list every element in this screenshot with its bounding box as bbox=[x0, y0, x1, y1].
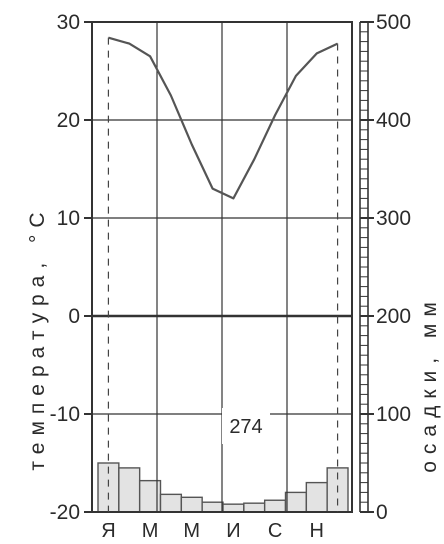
left-tick-label: -10 bbox=[50, 403, 80, 426]
precip-bar-5 bbox=[180, 496, 203, 513]
left-tick-label: 30 bbox=[57, 11, 80, 34]
annotation-box bbox=[222, 408, 270, 444]
precip-bar-4 bbox=[159, 493, 183, 513]
left-tick-label: -20 bbox=[50, 501, 80, 524]
right-tick-label: 0 bbox=[376, 501, 388, 524]
left-tick-label: 10 bbox=[57, 207, 80, 230]
left-tick-label: 20 bbox=[57, 109, 80, 132]
precip-bar-10 bbox=[284, 491, 308, 513]
right-tick-label: 200 bbox=[376, 305, 411, 328]
right-tick-label: 500 bbox=[376, 11, 411, 34]
month-label: М bbox=[183, 520, 200, 542]
right-axis-ticks: 500 400 300 200 100 0 bbox=[359, 11, 411, 524]
annotation-value: 274 bbox=[229, 416, 262, 438]
precip-bar-8 bbox=[243, 502, 266, 513]
right-tick-label: 100 bbox=[376, 403, 411, 426]
right-tick-label: 400 bbox=[376, 109, 411, 132]
grid bbox=[91, 21, 353, 513]
temperature-series bbox=[108, 36, 339, 200]
precip-bar-11 bbox=[305, 481, 328, 513]
precip-bar-6 bbox=[201, 501, 224, 513]
month-label: Н bbox=[310, 520, 324, 542]
month-label: С bbox=[268, 520, 282, 542]
left-tick-label: 0 bbox=[68, 305, 80, 328]
month-label: И bbox=[226, 520, 240, 542]
right-tick-label: 300 bbox=[376, 207, 411, 230]
month-label: М bbox=[142, 520, 159, 542]
precipitation-bars bbox=[97, 462, 349, 513]
precip-bar-2 bbox=[118, 467, 141, 513]
left-axis-title: температура, °С bbox=[26, 205, 49, 470]
month-label: Я bbox=[101, 520, 115, 542]
left-axis-ticks: 30 20 10 0 -10 -20 bbox=[50, 11, 92, 524]
right-axis-title: осадки, мм bbox=[418, 295, 441, 473]
precip-bar-7 bbox=[222, 503, 245, 513]
precip-bar-9 bbox=[263, 499, 287, 513]
temperature-line bbox=[108, 36, 339, 200]
